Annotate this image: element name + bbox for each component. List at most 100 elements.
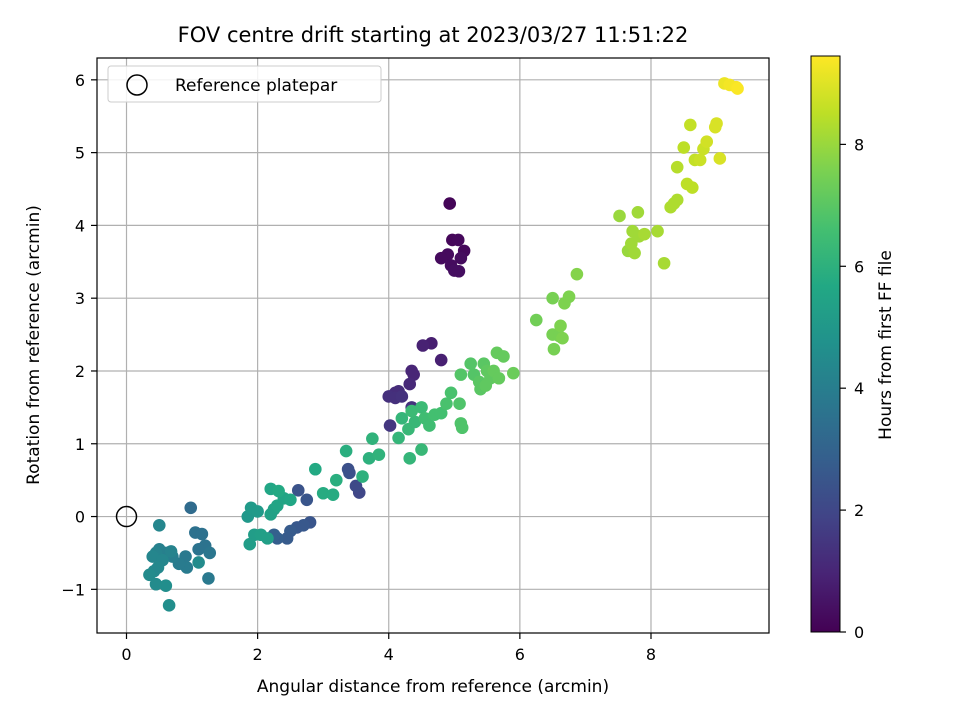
colorbar-tick-label: 0 — [854, 623, 864, 642]
data-point — [657, 256, 671, 270]
data-point — [570, 267, 584, 281]
colorbar-tick-label: 4 — [854, 379, 864, 398]
grid — [97, 58, 769, 633]
data-point — [372, 448, 386, 461]
colorbar-tick-label: 2 — [854, 501, 864, 520]
data-point — [403, 377, 417, 391]
data-point — [731, 82, 744, 95]
x-tick-label: 2 — [253, 645, 263, 664]
data-point — [423, 419, 436, 432]
data-point — [613, 209, 626, 223]
data-point — [451, 233, 465, 247]
data-point — [291, 484, 305, 497]
data-point — [356, 470, 369, 483]
data-point — [383, 419, 397, 432]
axis-ticks: 0 2 4 6 8 −1 0 1 2 3 4 5 6 — [61, 71, 656, 664]
data-point — [405, 404, 418, 418]
data-point — [184, 501, 198, 515]
data-point — [251, 505, 264, 518]
data-point — [434, 406, 448, 420]
data-point — [341, 462, 355, 476]
data-point — [192, 542, 205, 556]
data-point — [284, 493, 297, 507]
colorbar-gradient — [810, 55, 841, 633]
data-point — [316, 486, 330, 500]
data-point — [684, 118, 697, 132]
data-point — [395, 390, 409, 403]
data-point — [497, 350, 510, 363]
data-point — [362, 452, 376, 465]
data-point — [349, 479, 363, 493]
data-point — [556, 331, 569, 345]
data-point — [454, 368, 468, 381]
colorbar-tick-label: 6 — [854, 257, 864, 276]
data-point — [670, 193, 684, 207]
data-point — [638, 227, 651, 241]
colorbar-label: Hours from first FF file — [876, 250, 896, 440]
data-point — [415, 443, 428, 456]
y-tick-label: −1 — [61, 580, 85, 599]
data-point — [554, 319, 567, 333]
data-point — [434, 251, 448, 265]
data-point — [464, 357, 477, 370]
data-point — [300, 493, 314, 507]
data-point — [195, 527, 209, 541]
reference-marker — [115, 505, 138, 528]
data-point — [416, 339, 430, 352]
data-point — [434, 353, 448, 367]
y-tick-label: 5 — [75, 144, 85, 163]
data-point — [452, 264, 466, 278]
x-tick-label: 4 — [384, 645, 394, 664]
data-point — [309, 462, 322, 476]
y-tick-label: 1 — [75, 435, 85, 454]
data-point — [146, 550, 160, 563]
data-points — [115, 77, 744, 612]
data-point — [192, 556, 205, 569]
data-point — [159, 579, 173, 592]
data-point — [392, 431, 405, 445]
data-point — [202, 572, 215, 585]
data-point — [628, 246, 641, 260]
colorbar-tick-label: 8 — [854, 135, 864, 154]
data-point — [261, 532, 274, 545]
x-tick-label: 0 — [121, 645, 131, 664]
data-point — [454, 251, 468, 265]
legend: Reference platepar — [107, 65, 382, 103]
data-point — [713, 152, 727, 165]
data-point — [547, 342, 561, 356]
data-point — [631, 206, 645, 219]
colorbar: 0 2 4 6 8 Hours from first FF file — [810, 55, 896, 642]
y-tick-label: 4 — [75, 216, 85, 235]
chart-title: FOV centre drift starting at 2023/03/27 … — [178, 23, 689, 47]
data-point — [203, 546, 217, 560]
y-tick-label: 3 — [75, 289, 85, 308]
data-point — [164, 545, 178, 558]
data-point — [280, 532, 294, 545]
data-point — [149, 577, 163, 591]
data-point — [700, 135, 714, 149]
data-point — [677, 141, 691, 154]
data-point — [403, 452, 417, 465]
data-point — [710, 117, 723, 130]
data-point — [415, 401, 428, 414]
x-tick-label: 6 — [515, 645, 525, 664]
data-point — [366, 432, 379, 445]
data-point — [395, 411, 409, 425]
data-point — [453, 397, 466, 411]
data-point — [143, 568, 156, 582]
data-point — [507, 366, 520, 380]
data-point — [455, 421, 469, 435]
data-point — [162, 599, 176, 612]
data-point — [272, 484, 285, 498]
colorbar-ticks: 0 2 4 6 8 — [840, 135, 864, 642]
data-point — [243, 537, 257, 551]
data-point — [326, 488, 340, 502]
data-point — [444, 386, 458, 400]
data-point — [670, 160, 684, 174]
data-point — [546, 291, 559, 305]
data-point — [529, 313, 543, 327]
y-tick-label: 6 — [75, 71, 85, 90]
y-tick-label: 2 — [75, 362, 85, 381]
data-point — [339, 444, 353, 458]
